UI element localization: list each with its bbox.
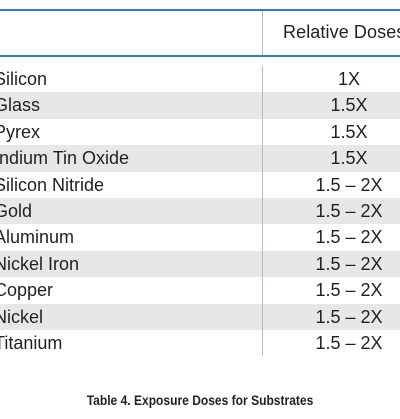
table-row: Indium Tin Oxide 1.5X [0, 145, 400, 172]
dose-cell: 1.5 – 2X [315, 306, 383, 327]
table-row: Pyrex 1.5X [0, 119, 400, 145]
dose-cell: 1.5X [330, 121, 368, 142]
table-row: Silicon Nitride 1.5 – 2X [0, 172, 400, 198]
table-header-row [0, 11, 400, 55]
material-cell: Aluminum [0, 227, 75, 248]
relative-doses-header: Relative Doses [283, 22, 400, 42]
table-top-rule [0, 9, 400, 11]
table-row: Aluminum 1.5 – 2X [0, 224, 400, 250]
table-row: Nickel Iron 1.5 – 2X [0, 250, 400, 278]
material-cell: Copper [0, 280, 54, 301]
table-row: Silicon 1X [0, 66, 400, 92]
dose-cell: 1.5X [330, 95, 368, 116]
table-header-rule [0, 55, 400, 57]
material-cell: Pyrex [0, 121, 41, 142]
table-row: Titanium 1.5 – 2X [0, 330, 400, 356]
dose-cell: 1.5 – 2X [315, 253, 383, 274]
table-row: Glass 1.5X [0, 92, 400, 119]
table-caption: Table 4. Exposure Doses for Substrates [86, 392, 314, 408]
material-cell: Nickel Iron [0, 253, 80, 274]
dose-cell: 1.5X [330, 148, 368, 169]
dose-cell: 1.5 – 2X [315, 227, 383, 248]
material-cell: Nickel [0, 306, 44, 327]
material-cell: Glass [0, 95, 41, 116]
dose-cell: 1.5 – 2X [315, 332, 383, 353]
header-column-divider [262, 11, 263, 55]
dose-cell: 1.5 – 2X [315, 200, 383, 221]
material-cell: Silicon Nitride [0, 174, 105, 195]
material-cell: Gold [0, 200, 33, 221]
body-column-divider [262, 66, 263, 356]
dose-cell: 1.5 – 2X [315, 280, 383, 301]
table-row: Copper 1.5 – 2X [0, 277, 400, 303]
material-cell: Silicon [0, 68, 48, 89]
dose-cell: 1X [337, 68, 361, 89]
table-body: Silicon 1X Glass 1.5X Pyrex 1.5X Indium Tin Ox… [0, 66, 400, 356]
material-cell: Titanium [0, 332, 63, 353]
table-row: Gold 1.5 – 2X [0, 197, 400, 225]
material-cell: Indium Tin Oxide [0, 148, 130, 169]
dose-cell: 1.5 – 2X [315, 174, 383, 195]
table-row: Nickel 1.5 – 2X [0, 303, 400, 330]
